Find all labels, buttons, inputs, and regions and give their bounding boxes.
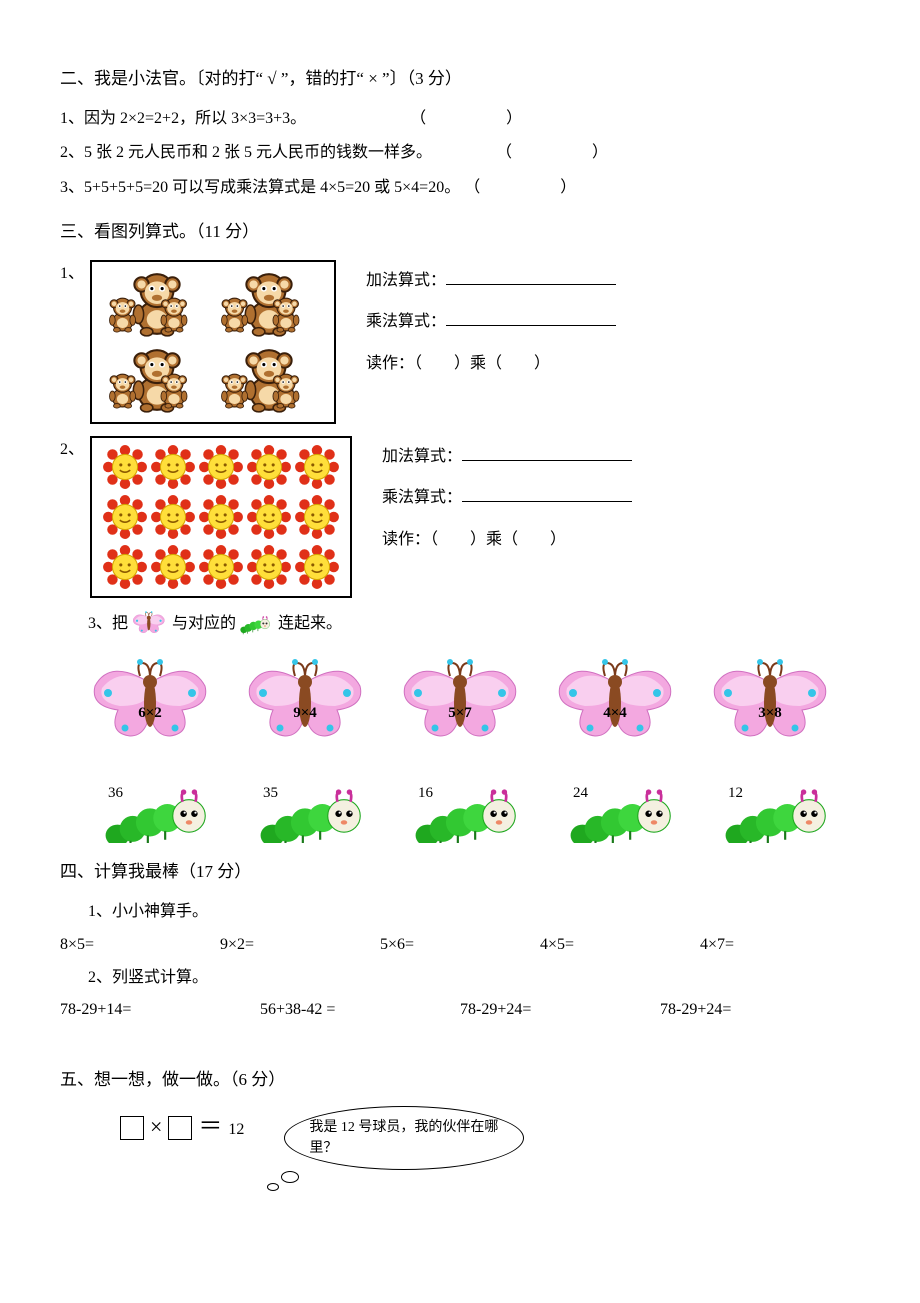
caterpillar-label: 12 xyxy=(728,780,743,807)
butterfly-icon xyxy=(132,611,168,637)
caterpillar-label: 35 xyxy=(263,780,278,807)
speech-bubble: 我是 12 号球员，我的伙伴在哪里？ xyxy=(284,1106,524,1170)
butterfly-item[interactable]: 9×4 xyxy=(245,658,365,743)
sun-icon xyxy=(198,444,244,490)
s3-q2-add-label: 加法算式： xyxy=(382,448,462,465)
caterpillar-row: 36 35 16 24 12 xyxy=(90,778,830,843)
caterpillar-label: 16 xyxy=(418,780,433,807)
caterpillar-item[interactable]: 35 xyxy=(245,778,365,843)
calc-item: 4×7= xyxy=(700,931,860,960)
sun-icon xyxy=(294,544,340,590)
sun-icon xyxy=(150,444,196,490)
sun-icon xyxy=(150,494,196,540)
s3-q1: 1、 加法算式： 乘法算式： 读作：（ ）乘（ ） xyxy=(60,260,860,424)
sun-icon xyxy=(198,544,244,590)
s2-q3: 3、5+5+5+5=20 可以写成乘法算式是 4×5=20 或 5×4=20。 … xyxy=(60,174,860,203)
s3-q3-suffix: 连起来。 xyxy=(278,615,342,632)
calc-item: 78-29+14= xyxy=(60,996,260,1025)
sun-icon xyxy=(102,544,148,590)
s3-q3-mid: 与对应的 xyxy=(172,615,236,632)
s3-q2: 2、 加法算式： 乘法算式： 读作：（ ）乘（ ） xyxy=(60,436,860,598)
butterfly-item[interactable]: 5×7 xyxy=(400,658,520,743)
section-3-title: 三、看图列算式。（11 分） xyxy=(60,217,860,248)
s3-q1-add-blank[interactable] xyxy=(446,268,616,285)
calc-item: 9×2= xyxy=(220,931,380,960)
s4-sub2: 2、列竖式计算。 xyxy=(88,964,860,993)
butterfly-item[interactable]: 4×4 xyxy=(555,658,675,743)
butterfly-label: 6×2 xyxy=(90,700,210,727)
monkey-group-icon xyxy=(102,344,212,416)
sun-icon xyxy=(198,494,244,540)
s2-q2-text: 2、5 张 2 元人民币和 2 张 5 元人民币的钱数一样多。 xyxy=(60,144,432,161)
s4-sub1: 1、小小神算手。 xyxy=(88,898,860,927)
sun-icon xyxy=(102,444,148,490)
butterfly-label: 4×4 xyxy=(555,700,675,727)
s5-equation: × ＝ 12 xyxy=(120,1106,244,1149)
s5-box2[interactable] xyxy=(168,1116,192,1140)
monkey-group-icon xyxy=(214,268,324,340)
s3-q1-num: 1、 xyxy=(60,260,90,289)
s3-q2-mul-label: 乘法算式： xyxy=(382,489,462,506)
caterpillar-label: 24 xyxy=(573,780,588,807)
section-4-title: 四、计算我最棒（17 分） xyxy=(60,857,860,888)
s2-q2: 2、5 张 2 元人民币和 2 张 5 元人民币的钱数一样多。 （） xyxy=(60,139,860,168)
caterpillar-item[interactable]: 36 xyxy=(90,778,210,843)
s3-q1-mul-label: 乘法算式： xyxy=(366,313,446,330)
bubble-text: 我是 12 号球员，我的伙伴在哪里？ xyxy=(309,1120,498,1156)
butterfly-item[interactable]: 6×2 xyxy=(90,658,210,743)
s4-row1: 8×5=9×2=5×6=4×5=4×7= xyxy=(60,931,860,960)
section-2-title: 二、我是小法官。〔对的打“ √ ”，错的打“ × ”〕（3 分） xyxy=(60,64,860,95)
s3-q2-mul-blank[interactable] xyxy=(462,485,632,502)
butterfly-label: 9×4 xyxy=(245,700,365,727)
caterpillar-icon xyxy=(240,613,274,635)
caterpillar-label: 36 xyxy=(108,780,123,807)
s5-box1[interactable] xyxy=(120,1116,144,1140)
s5-val: 12 xyxy=(228,1121,244,1138)
sun-icon xyxy=(246,494,292,540)
monkey-group-icon xyxy=(214,344,324,416)
sun-icon xyxy=(246,444,292,490)
calc-item: 56+38-42 = xyxy=(260,996,460,1025)
sun-icon xyxy=(294,444,340,490)
s2-q3-text: 3、5+5+5+5=20 可以写成乘法算式是 4×5=20 或 5×4=20。 xyxy=(60,179,460,196)
sun-icon xyxy=(102,494,148,540)
s3-q2-add-blank[interactable] xyxy=(462,444,632,461)
s2-q1: 1、因为 2×2=2+2，所以 3×3=3+3。 （） xyxy=(60,105,860,134)
s3-q2-read: 读作：（ ）乘（ ） xyxy=(382,519,632,561)
butterfly-item[interactable]: 3×8 xyxy=(710,658,830,743)
section-5-title: 五、想一想，做一做。（6 分） xyxy=(60,1065,860,1096)
calc-item: 78-29+24= xyxy=(660,996,860,1025)
s3-q3-prefix: 3、把 xyxy=(88,615,128,632)
s5-eq: ＝ xyxy=(198,1114,222,1140)
s2-q1-text: 1、因为 2×2=2+2，所以 3×3=3+3。 xyxy=(60,110,306,127)
s3-q1-figure xyxy=(90,260,336,424)
caterpillar-item[interactable]: 16 xyxy=(400,778,520,843)
s4-row2: 78-29+14=56+38-42 =78-29+24=78-29+24= xyxy=(60,996,860,1025)
caterpillar-item[interactable]: 24 xyxy=(555,778,675,843)
s3-q3-line: 3、把 与对应的 连起来。 xyxy=(88,610,860,639)
s3-q1-mul-blank[interactable] xyxy=(446,309,616,326)
butterfly-label: 3×8 xyxy=(710,700,830,727)
calc-item: 78-29+24= xyxy=(460,996,660,1025)
caterpillar-item[interactable]: 12 xyxy=(710,778,830,843)
s3-q1-read: 读作：（ ）乘（ ） xyxy=(366,343,616,385)
butterfly-label: 5×7 xyxy=(400,700,520,727)
sun-icon xyxy=(150,544,196,590)
butterfly-row: 6×2 9×4 5×7 4×4 3×8 xyxy=(90,658,830,743)
sun-icon xyxy=(294,494,340,540)
s3-q1-add-label: 加法算式： xyxy=(366,272,446,289)
sun-icon xyxy=(246,544,292,590)
monkey-group-icon xyxy=(102,268,212,340)
calc-item: 4×5= xyxy=(540,931,700,960)
calc-item: 5×6= xyxy=(380,931,540,960)
s3-q2-figure xyxy=(90,436,352,598)
calc-item: 8×5= xyxy=(60,931,220,960)
s3-q2-num: 2、 xyxy=(60,436,90,465)
